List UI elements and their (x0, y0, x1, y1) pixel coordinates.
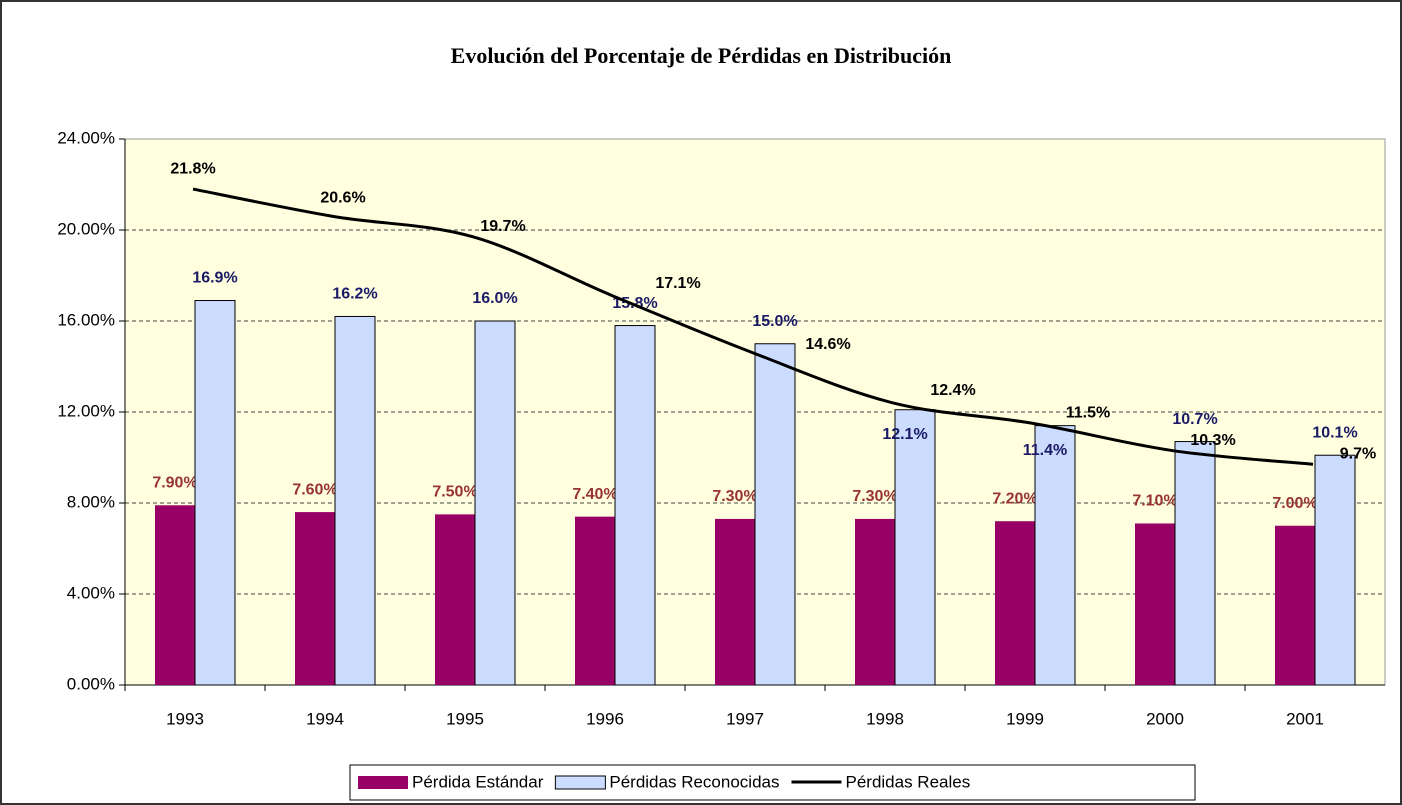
bar (334, 315, 376, 686)
data-label: 19.7% (480, 218, 525, 235)
data-label: 21.8% (170, 160, 215, 177)
bar (995, 521, 1035, 685)
data-label: 9.7% (1340, 446, 1376, 463)
bar (1174, 441, 1216, 686)
bar (155, 505, 195, 685)
bar (1275, 525, 1315, 685)
data-label: 16.2% (332, 286, 377, 303)
x-tick-label: 1997 (726, 709, 764, 728)
data-label: 17.1% (655, 275, 700, 292)
data-label: 7.90% (152, 474, 197, 491)
bar (1034, 425, 1076, 686)
x-tick-label: 1999 (1006, 709, 1044, 728)
data-label: 7.60% (292, 481, 337, 498)
data-label: 11.5% (1066, 405, 1110, 422)
data-label: 16.9% (192, 270, 237, 287)
legend-label: Pérdidas Reconocidas (609, 772, 779, 791)
data-label: 20.6% (320, 190, 365, 207)
data-label: 14.6% (805, 336, 850, 353)
data-label: 7.00% (1272, 495, 1317, 512)
data-label: 7.40% (572, 486, 617, 503)
data-label: 10.7% (1172, 411, 1217, 428)
bar (295, 512, 335, 685)
legend-label: Pérdida Estándar (412, 772, 544, 791)
x-tick-label: 1994 (306, 709, 344, 728)
bar (855, 518, 895, 685)
bar (474, 320, 516, 686)
x-tick-label: 1993 (166, 709, 204, 728)
bar (715, 518, 755, 685)
data-label: 7.10% (1132, 493, 1177, 510)
data-label: 11.4% (1023, 442, 1067, 459)
bar (435, 514, 475, 685)
data-label: 15.0% (752, 313, 797, 330)
bar (614, 325, 656, 686)
bar (754, 343, 796, 686)
data-label: 12.1% (882, 426, 927, 443)
legend-swatch (358, 776, 408, 789)
y-tick-label: 12.00% (57, 401, 115, 420)
y-tick-label: 4.00% (67, 583, 115, 602)
legend-box (349, 764, 1196, 801)
bar (894, 409, 936, 686)
data-label: 7.30% (852, 488, 897, 505)
data-label: 12.4% (930, 382, 975, 399)
x-tick-label: 1998 (866, 709, 904, 728)
data-label: 10.3% (1190, 432, 1235, 449)
data-label: 7.20% (992, 490, 1037, 507)
y-tick-label: 0.00% (67, 674, 115, 693)
y-tick-label: 20.00% (57, 219, 115, 238)
y-tick-label: 8.00% (67, 492, 115, 511)
bar (575, 516, 615, 685)
chart-title: Evolución del Porcentaje de Pérdidas en … (451, 43, 952, 68)
x-tick-label: 1996 (586, 709, 624, 728)
y-tick-label: 24.00% (57, 128, 115, 147)
data-label: 7.50% (432, 484, 477, 501)
data-label: 10.1% (1312, 424, 1357, 441)
x-tick-label: 1995 (446, 709, 484, 728)
bar (194, 300, 236, 686)
y-tick-label: 16.00% (57, 310, 115, 329)
data-label: 7.30% (712, 488, 757, 505)
legend-swatch (554, 775, 606, 790)
data-label: 16.0% (472, 290, 517, 307)
line (192, 187, 1314, 466)
bar (1135, 523, 1175, 685)
legend-label: Pérdidas Reales (845, 772, 970, 791)
x-tick-label: 2000 (1146, 709, 1184, 728)
x-tick-label: 2001 (1286, 709, 1324, 728)
bar (1314, 454, 1356, 686)
